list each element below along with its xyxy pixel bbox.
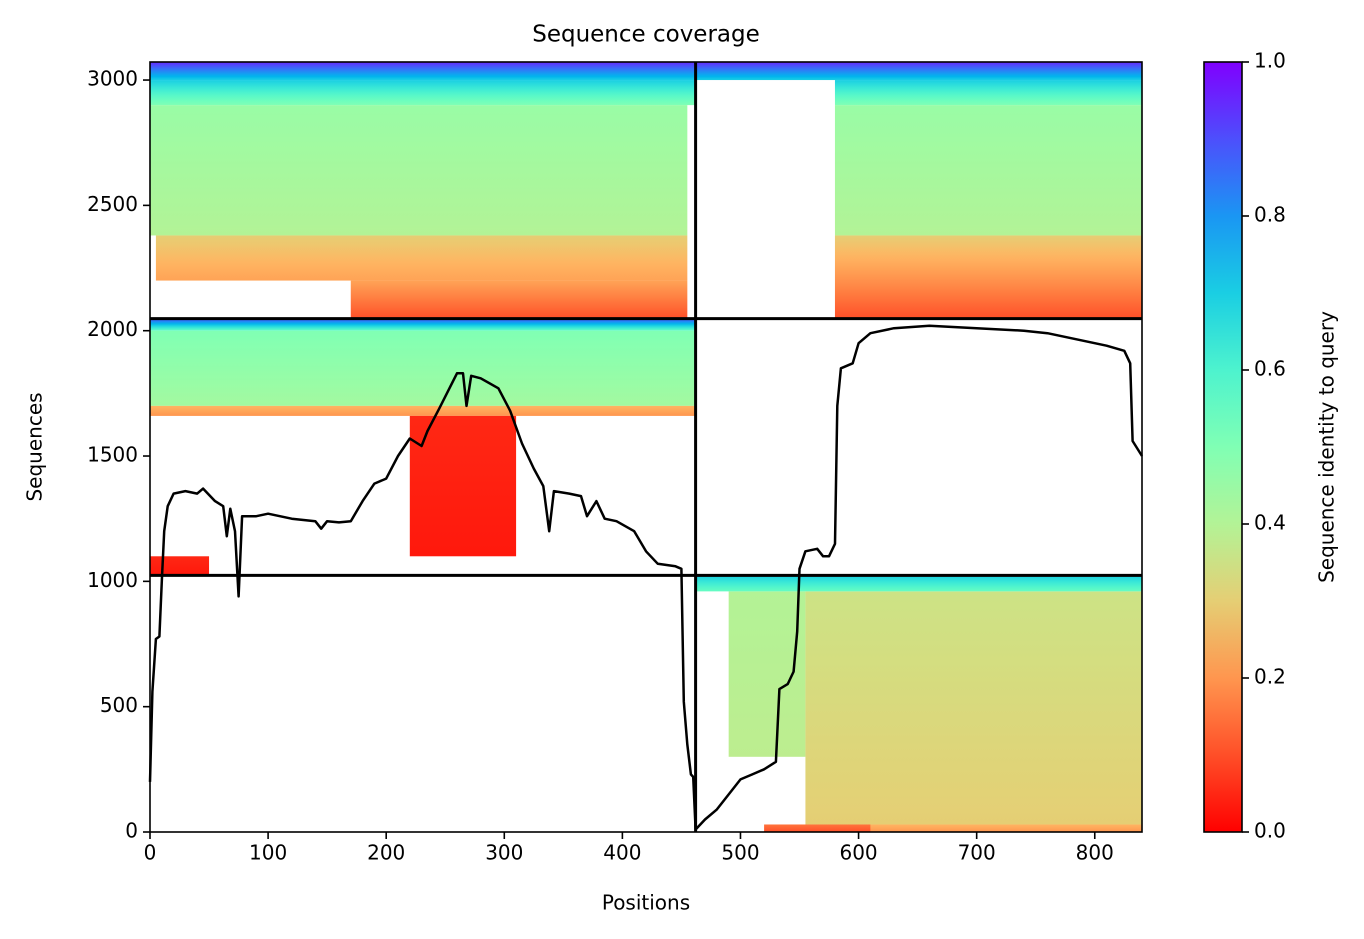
x-tick-label: 400 (603, 841, 641, 865)
y-tick-label: 2000 (87, 317, 138, 341)
x-tick-label: 800 (1076, 841, 1114, 865)
colorbar-tick-label: 0.6 (1254, 357, 1286, 381)
colorbar-tick-label: 0.8 (1254, 203, 1286, 227)
plot-frame (149, 61, 1143, 833)
y-tick-label: 500 (100, 693, 138, 717)
coverage-block (150, 62, 696, 81)
coverage-block (150, 330, 696, 406)
x-tick-label: 300 (485, 841, 523, 865)
coverage-block (409, 415, 517, 557)
coverage-line (148, 324, 1144, 831)
chart-title: Sequence coverage (532, 22, 760, 48)
coverage-block (150, 405, 696, 416)
colorbar-tick-label: 0.2 (1254, 665, 1286, 689)
y-tick-label: 1500 (87, 443, 138, 467)
y-tick-label: 1000 (87, 568, 138, 592)
coverage-block (695, 62, 1142, 81)
coverage-block (834, 80, 1142, 106)
coverage-block (150, 80, 696, 106)
x-tick-label: 0 (144, 841, 157, 865)
coverage-block (728, 591, 806, 757)
coverage-block (805, 824, 1142, 832)
x-tick-label: 700 (958, 841, 996, 865)
coverage-block (764, 824, 871, 832)
x-axis-label: Positions (602, 891, 690, 915)
coverage-block (150, 105, 688, 236)
x-tick-label: 200 (367, 841, 405, 865)
coverage-block (150, 556, 210, 576)
colorbar (1203, 61, 1243, 833)
colorbar-tick-label: 0.0 (1254, 819, 1286, 843)
x-tick-label: 100 (249, 841, 287, 865)
x-tick-label: 500 (721, 841, 759, 865)
x-tick-label: 600 (839, 841, 877, 865)
coverage-block (155, 235, 688, 281)
coverage-block (834, 235, 1142, 319)
y-tick-label: 0 (125, 819, 138, 843)
coverage-block (350, 280, 688, 319)
coverage-block (834, 105, 1142, 236)
colorbar-label: Sequence identity to query (1315, 311, 1339, 583)
colorbar-tick-label: 0.4 (1254, 511, 1286, 535)
y-axis-label: Sequences (23, 392, 47, 501)
y-tick-label: 2500 (87, 192, 138, 216)
coverage-block (150, 318, 696, 331)
colorbar-tick-label: 1.0 (1254, 49, 1286, 73)
coverage-block (695, 575, 1142, 592)
y-tick-label: 3000 (87, 67, 138, 91)
coverage-block (805, 591, 1142, 825)
